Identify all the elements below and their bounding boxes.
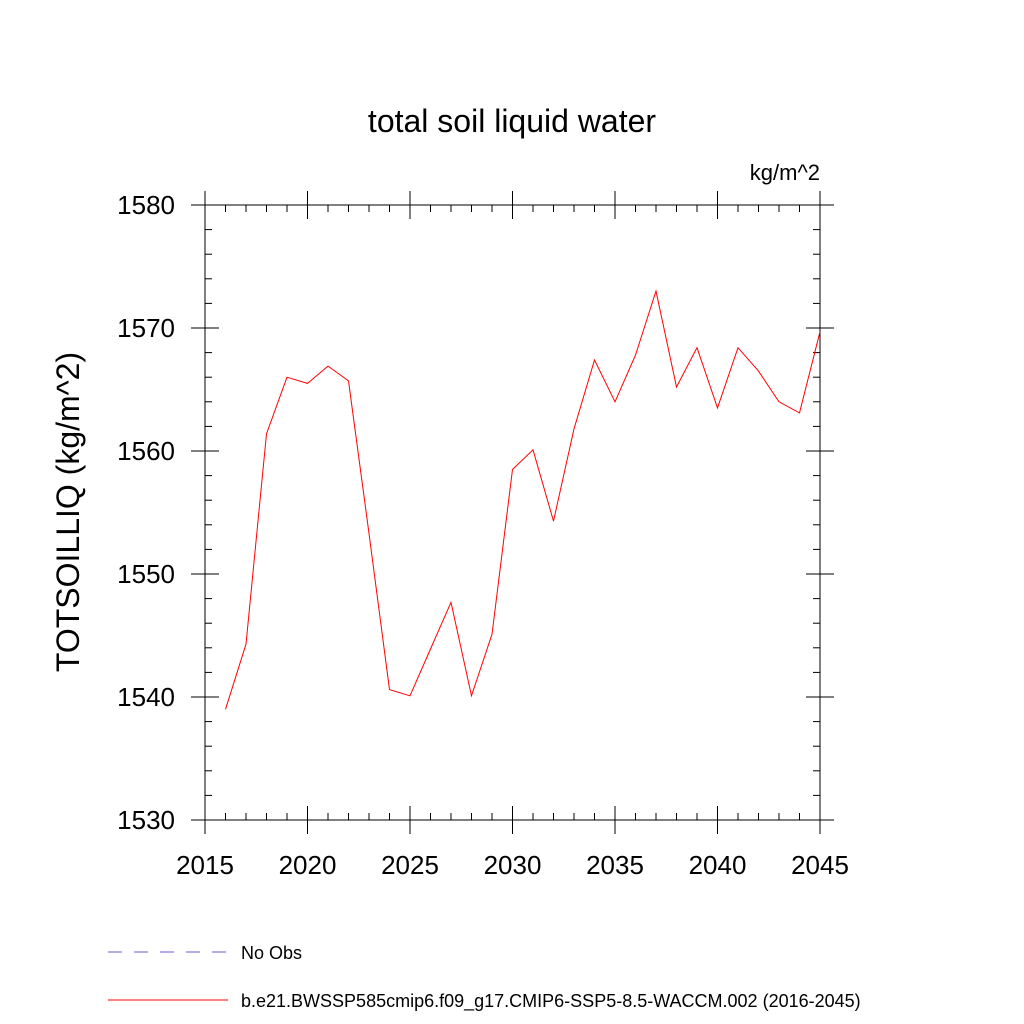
x-tick-label: 2040 [689,850,747,880]
chart-title: total soil liquid water [368,103,656,139]
y-tick-label: 1530 [117,805,175,835]
legend: No Obs b.e21.BWSSP585cmip6.f09_g17.CMIP6-… [108,943,861,1012]
units-label: kg/m^2 [750,160,820,185]
axis-ticks [191,191,834,834]
plot-frame [204,204,821,821]
x-tick-label: 2025 [381,850,439,880]
x-tick-label: 2015 [176,850,234,880]
x-tick-label: 2030 [484,850,542,880]
x-tick-label: 2045 [791,850,849,880]
y-tick-label: 1550 [117,559,175,589]
x-tick-label: 2035 [586,850,644,880]
y-tick-label: 1570 [117,313,175,343]
y-axis-title: TOTSOILLIQ (kg/m^2) [50,352,86,672]
y-tick-label: 1540 [117,682,175,712]
legend-label: No Obs [241,943,302,963]
x-tick-label: 2020 [279,850,337,880]
y-tick-label: 1580 [117,190,175,220]
tick-labels: 2015 2020 2025 2030 2035 2040 2045 1530 1540 1550… [117,190,849,880]
y-tick-label: 1560 [117,436,175,466]
series-line [225,289,821,710]
legend-label: b.e21.BWSSP585cmip6.f09_g17.CMIP6-SSP5-8… [241,991,861,1012]
series-layer [225,289,821,710]
